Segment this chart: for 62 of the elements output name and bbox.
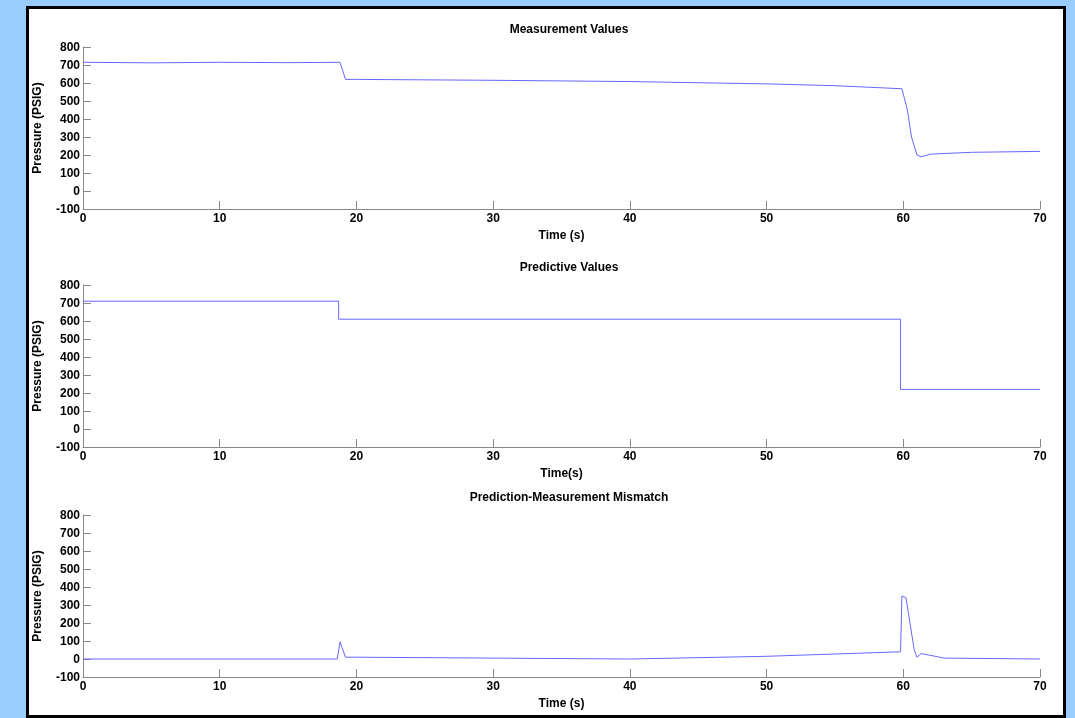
y-tick-label: 800 [59,278,81,292]
y-tick-label: 500 [59,332,81,346]
y-tick-label: 0 [73,422,81,436]
y-tick-label: 200 [59,148,81,162]
x-tick-label: 60 [896,449,911,463]
x-tick-label: 20 [349,449,364,463]
y-tick-label: 700 [59,296,81,310]
y-tick-label: 700 [59,526,81,540]
x-tick-label: 70 [1033,449,1047,463]
y-tick-label: 0 [73,652,81,666]
x-tick-label: 40 [623,211,637,225]
x-axis-title: Time(s) [540,465,583,480]
y-tick-label: 100 [59,404,81,418]
y-tick-label: 600 [59,314,81,328]
x-axis-title: Time (s) [538,695,585,710]
chart-title: Prediction-Measurement Mismatch [469,490,669,504]
x-tick-label: 30 [486,679,501,693]
y-tick-label: 400 [59,350,81,364]
y-tick-label: -100 [55,202,81,216]
x-tick-label: 40 [623,679,637,693]
y-tick-label: 500 [59,562,81,576]
y-tick-label: 100 [59,634,81,648]
chart-title: Measurement Values [509,22,629,36]
y-tick-label: 300 [59,598,81,612]
y-axis-title: Pressure (PSIG) [30,320,44,412]
y-tick-label: 300 [59,130,81,144]
x-tick-label: 20 [349,679,364,693]
y-tick-label: 800 [59,40,81,54]
y-tick-label: 300 [59,368,81,382]
x-tick-label: 50 [759,679,774,693]
y-tick-label: 0 [73,184,81,198]
x-tick-label: 30 [486,449,501,463]
x-tick-label: 40 [623,449,637,463]
y-axis-title: Pressure (PSIG) [30,82,44,174]
y-tick-label: -100 [55,440,81,454]
y-tick-label: 400 [59,112,81,126]
x-tick-label: 20 [349,211,364,225]
x-tick-label: 10 [213,449,227,463]
y-axis-title: Pressure (PSIG) [30,550,44,642]
y-tick-label: 700 [59,58,81,72]
line-series [82,61,1041,158]
x-tick-label: 50 [759,211,774,225]
chart-title: Predictive Values [519,260,619,274]
x-tick-label: 30 [486,211,501,225]
y-tick-label: 400 [59,580,81,594]
x-tick-label: 60 [896,211,911,225]
y-tick-label: 200 [59,616,81,630]
y-tick-label: 800 [59,508,81,522]
y-tick-label: 500 [59,94,81,108]
x-tick-label: 70 [1033,211,1047,225]
x-axis-title: Time (s) [538,227,585,242]
y-tick-label: 600 [59,76,81,90]
x-tick-label: 50 [759,449,774,463]
x-tick-label: 10 [213,679,227,693]
y-tick-label: 100 [59,166,81,180]
x-tick-label: 60 [896,679,911,693]
x-tick-label: 10 [213,211,227,225]
y-tick-label: -100 [55,670,81,684]
y-tick-label: 600 [59,544,81,558]
line-series [82,595,1041,660]
y-tick-label: 200 [59,386,81,400]
x-tick-label: 70 [1033,679,1047,693]
